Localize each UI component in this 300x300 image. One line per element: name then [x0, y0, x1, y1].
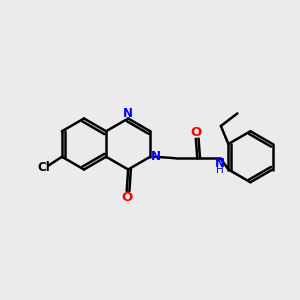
Text: O: O [121, 191, 132, 204]
Text: H: H [216, 165, 224, 175]
Text: O: O [190, 126, 202, 139]
Text: Cl: Cl [38, 161, 50, 174]
Text: N: N [151, 150, 161, 163]
Text: N: N [214, 157, 225, 170]
Text: N: N [123, 107, 133, 120]
